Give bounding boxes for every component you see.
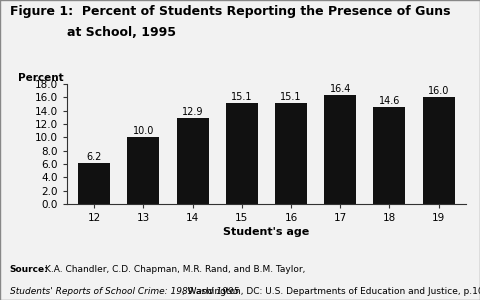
Text: at School, 1995: at School, 1995 bbox=[67, 26, 176, 38]
Text: 15.1: 15.1 bbox=[280, 92, 302, 102]
Bar bbox=[373, 107, 405, 204]
Bar bbox=[422, 97, 455, 204]
Text: Students' Reports of School Crime: 1989 and 1995: Students' Reports of School Crime: 1989 … bbox=[10, 286, 239, 296]
Bar bbox=[324, 95, 356, 204]
Text: 16.4: 16.4 bbox=[329, 84, 351, 94]
Bar bbox=[275, 103, 307, 204]
Text: Percent: Percent bbox=[18, 73, 63, 83]
Text: 15.1: 15.1 bbox=[231, 92, 252, 102]
Text: 6.2: 6.2 bbox=[86, 152, 102, 162]
X-axis label: Student's age: Student's age bbox=[223, 227, 310, 237]
Text: 14.6: 14.6 bbox=[379, 96, 400, 106]
Text: , Washington, DC: U.S. Departments of Education and Justice, p.10, March 1998.: , Washington, DC: U.S. Departments of Ed… bbox=[182, 286, 480, 296]
Text: 16.0: 16.0 bbox=[428, 86, 449, 96]
Text: 12.9: 12.9 bbox=[182, 107, 204, 117]
Text: K.A. Chandler, C.D. Chapman, M.R. Rand, and B.M. Taylor,: K.A. Chandler, C.D. Chapman, M.R. Rand, … bbox=[45, 266, 308, 274]
Bar bbox=[177, 118, 209, 204]
Text: Source:: Source: bbox=[10, 266, 48, 274]
Bar bbox=[128, 137, 159, 204]
Text: Figure 1:  Percent of Students Reporting the Presence of Guns: Figure 1: Percent of Students Reporting … bbox=[10, 4, 450, 17]
Bar bbox=[78, 163, 110, 204]
Bar bbox=[226, 103, 258, 204]
Text: 10.0: 10.0 bbox=[133, 126, 154, 136]
